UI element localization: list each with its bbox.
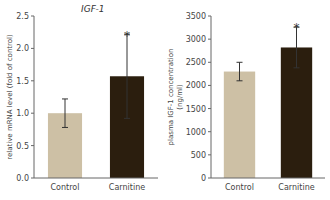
y-tick-label: 3500	[186, 12, 206, 21]
bars	[224, 27, 312, 178]
bar	[224, 72, 255, 178]
annotation: *	[294, 21, 300, 35]
y-axis	[211, 16, 212, 178]
x-tick-label: Carnitine	[109, 183, 145, 192]
panel: 0.0 0.5 1.0 1.5 2.0 2.5 Control Carnitine relati…	[6, 4, 158, 192]
y-tick-label: 0	[201, 174, 206, 183]
y-tick-label: 2000	[186, 81, 206, 90]
y-tick-label: 2500	[186, 58, 206, 67]
y-axis	[34, 16, 35, 178]
y-axis-label: relative mRNA level (fold of control)	[6, 34, 14, 160]
error-bar	[237, 62, 243, 81]
y-tick-label: 0.5	[16, 142, 29, 151]
error-bar	[62, 99, 68, 128]
y-tick-label: 0.0	[16, 174, 29, 183]
x-axis	[34, 178, 158, 179]
bars	[48, 34, 144, 178]
x-tick-label: Control	[225, 183, 254, 192]
y-tick-label: 500	[191, 151, 206, 160]
annotation: *	[124, 29, 130, 43]
y-tick-label: 2.5	[16, 12, 29, 21]
panel: 0 500 1000 1500 2000 2500 3000 3500 Control Carni…	[167, 12, 325, 192]
y-tick-label: 1.0	[16, 109, 29, 118]
x-tick-label: Control	[51, 183, 80, 192]
x-axis	[211, 178, 325, 179]
y-tick-label: 3000	[186, 35, 206, 44]
x-tick-label: Carnitine	[278, 183, 314, 192]
title: IGF-1	[81, 4, 104, 14]
y-tick-label: 2.0	[16, 44, 29, 53]
y-tick-label: 1.5	[16, 77, 29, 86]
y-tick-label: 1500	[186, 105, 206, 114]
error-bar	[124, 34, 130, 118]
chart: 0.0 0.5 1.0 1.5 2.0 2.5 Control Carnitine relati…	[0, 0, 330, 200]
y-axis-label: plasma IGF-1 concentration(ng/ml)	[167, 49, 184, 146]
y-tick-label: 1000	[186, 128, 206, 137]
